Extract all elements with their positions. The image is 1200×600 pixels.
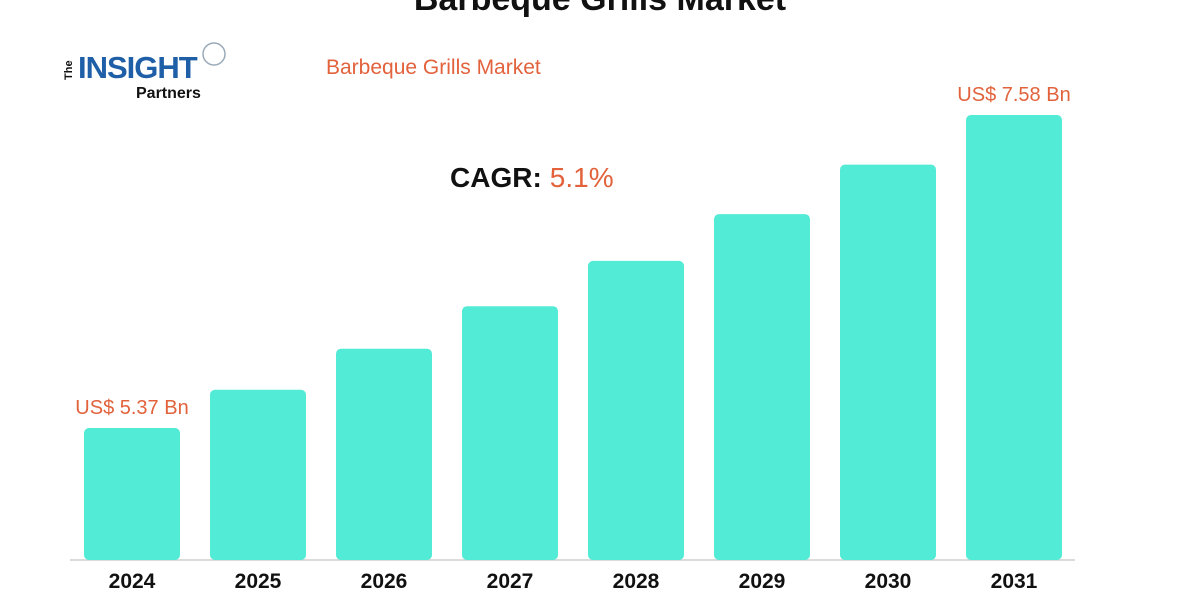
cagr-annotation: CAGR: 5.1% [450, 162, 614, 194]
logo-swoosh-icon [202, 42, 226, 66]
page-title: Barbeque Grills Market [0, 0, 1200, 19]
x-tick-2026: 2026 [361, 570, 408, 593]
x-tick-2024: 2024 [109, 570, 156, 593]
bar-2027 [462, 306, 558, 560]
logo-graphic: The INSIGHT Partners [63, 42, 226, 102]
x-tick-2030: 2030 [865, 570, 912, 593]
x-tick-2025: 2025 [235, 570, 282, 593]
logo-the-text: The [63, 60, 75, 80]
cagr-value: 5.1% [549, 162, 614, 193]
x-tick-2027: 2027 [487, 570, 534, 593]
bar-2030 [840, 164, 936, 560]
chart-title: Barbeque Grills Market [326, 56, 541, 79]
bar-2029 [714, 214, 810, 561]
x-tick-2028: 2028 [613, 570, 660, 593]
bar-2024 [84, 428, 180, 560]
bar-2028 [588, 260, 684, 560]
bar-2025 [210, 389, 306, 560]
bar-2026 [336, 348, 432, 560]
x-tick-2031: 2031 [991, 570, 1038, 593]
data-label-2024: US$ 5.37 Bn [75, 397, 188, 419]
cagr-label: CAGR: [450, 162, 542, 193]
x-tick-2029: 2029 [739, 570, 786, 593]
data-label-2031: US$ 7.58 Bn [957, 84, 1070, 106]
insight-partners-logo: The INSIGHT Partners [62, 40, 232, 104]
logo-partners-text: Partners [136, 85, 201, 102]
logo-insight-text: INSIGHT [78, 50, 198, 85]
bar-2031 [966, 115, 1062, 560]
